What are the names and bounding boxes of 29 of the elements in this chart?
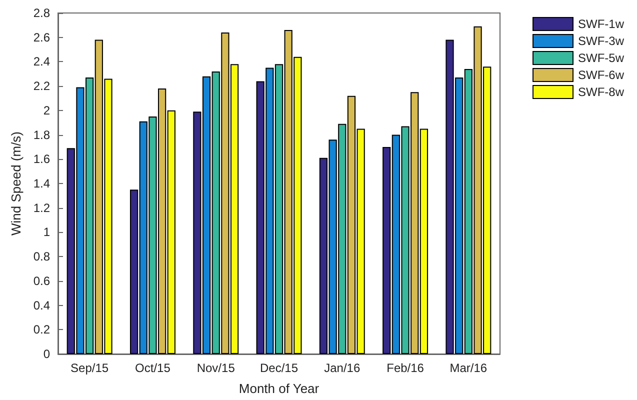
y-tick-label: 1.4 <box>33 176 50 190</box>
y-tick-label: 0.6 <box>33 274 50 288</box>
y-tick-label: 1.2 <box>33 200 50 215</box>
x-tick-label: Dec/15 <box>260 361 298 375</box>
y-axis-title: Wind Speed (m/s) <box>8 131 24 236</box>
x-tick-label: Sep/15 <box>70 361 109 375</box>
y-tick-label: 2 <box>43 103 50 118</box>
x-tick-label: Jan/16 <box>324 361 360 375</box>
y-tick-label: 1 <box>43 225 50 240</box>
y-tick-label: 0.8 <box>33 250 50 264</box>
y-tick-label: 1.8 <box>33 128 50 142</box>
x-tick-label: Mar/16 <box>450 361 488 375</box>
y-tick-label: 1.6 <box>33 152 50 166</box>
x-tick-label: Oct/15 <box>135 361 171 375</box>
legend-label: SWF-3w <box>578 34 624 48</box>
y-tick-label: 2.4 <box>33 54 50 69</box>
legend-label: SWF-8w <box>578 85 624 99</box>
y-tick-label: 0 <box>43 347 50 361</box>
x-tick-label: Nov/15 <box>196 361 236 375</box>
y-tick-label: 0.2 <box>33 322 50 337</box>
legend-label: SWF-6w <box>578 68 624 82</box>
y-tick-label: 0.4 <box>33 298 50 312</box>
x-tick-label: Feb/16 <box>386 361 424 375</box>
legend-label: SWF-1w <box>578 17 624 31</box>
legend-label: SWF-5w <box>578 51 624 65</box>
x-axis-title: Month of Year <box>238 381 320 396</box>
y-tick-label: 2.2 <box>33 79 50 94</box>
y-tick-label: 2.6 <box>33 30 50 44</box>
y-tick-label: 2.8 <box>33 6 50 20</box>
